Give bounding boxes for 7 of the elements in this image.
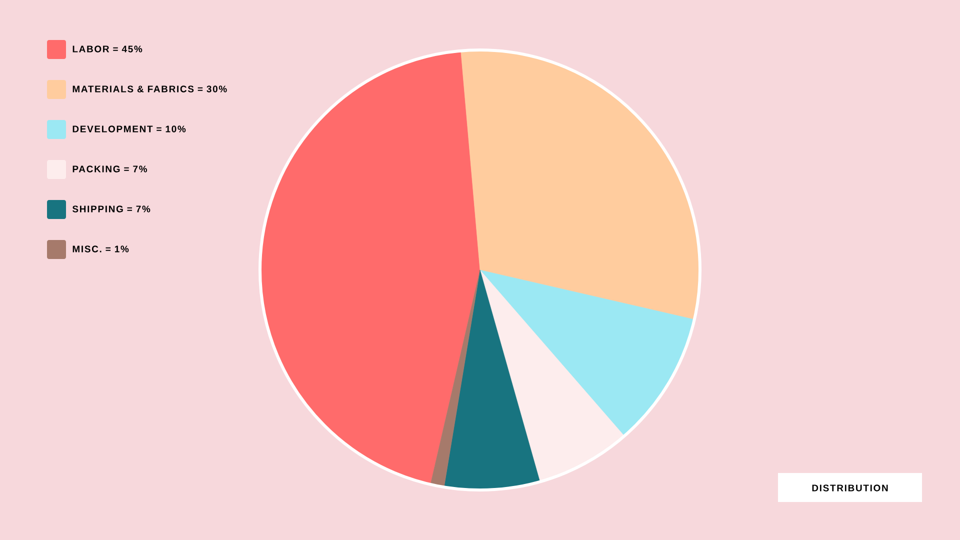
legend-label: MATERIALS & FABRICS = 30% bbox=[72, 86, 227, 92]
legend-label: LABOR = 45% bbox=[72, 46, 142, 52]
legend-label: PACKING = 7% bbox=[72, 166, 148, 172]
legend-label: SHIPPING = 7% bbox=[72, 206, 150, 212]
legend-label: DEVELOPMENT = 10% bbox=[72, 126, 186, 132]
text: DISTRIBUTION bbox=[812, 484, 888, 492]
legend-label: MISC. = 1% bbox=[72, 246, 129, 252]
